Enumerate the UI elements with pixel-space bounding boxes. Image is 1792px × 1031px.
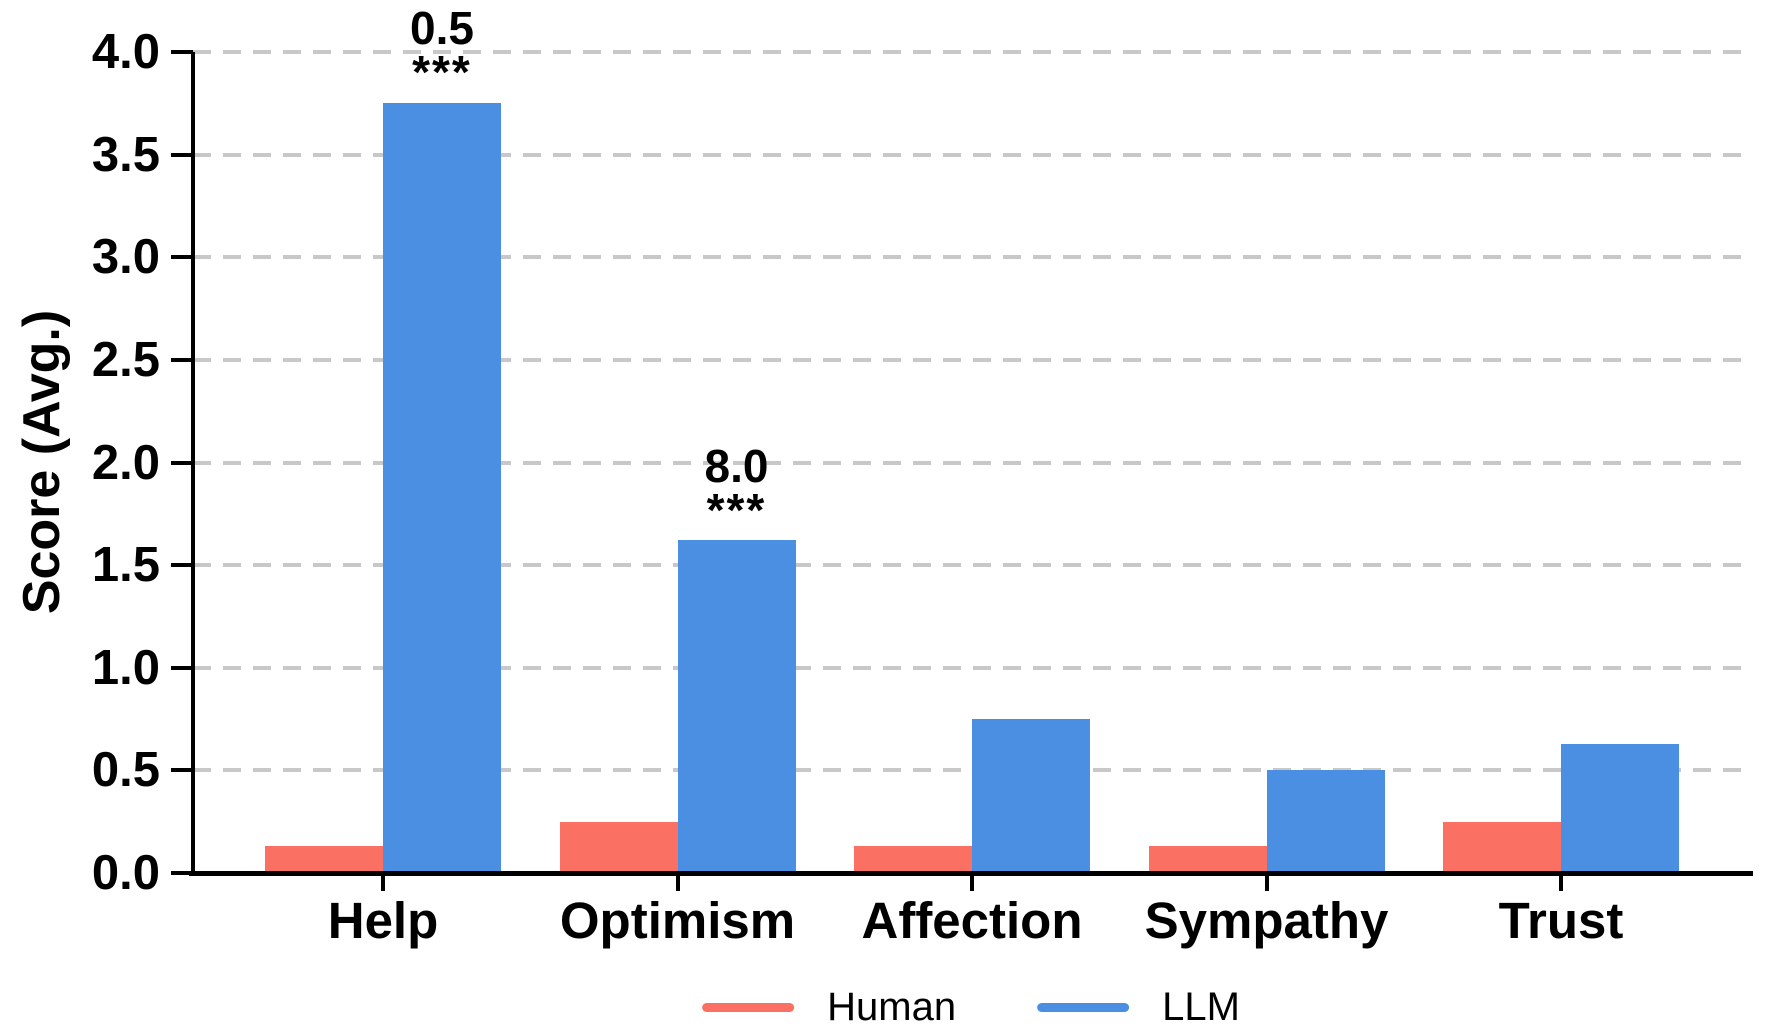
llm-bar-help [383,103,501,873]
human-series-swatch-icon [702,1002,795,1012]
significance-stars: *** [706,483,767,536]
llm-bar-trust [1561,743,1679,873]
legend-item-human: Human [702,985,956,1029]
y-axis-title: Score (Avg.) [13,309,71,615]
llm-series-swatch-icon [1037,1002,1130,1012]
y-tick-label: 3.5 [91,127,160,182]
annotation-optimism: 8.0 *** [704,439,769,536]
significance-stars: *** [412,46,472,99]
y-tick-mark [171,50,193,54]
x-tick-mark [675,876,680,891]
x-category-label-sympathy: Sympathy [1144,892,1389,949]
x-tick-mark [1264,876,1269,891]
human-bar-help [265,846,383,873]
y-gridline [193,460,1750,465]
y-gridline [193,563,1750,568]
llm-bar-optimism [677,540,796,873]
y-tick-mark [171,665,193,670]
legend-label-llm: LLM [1162,985,1240,1029]
human-bar-optimism [559,821,678,873]
annotation-value: 8.0 [704,439,769,492]
y-tick-label: 1.0 [91,640,160,695]
human-bar-affection [854,846,972,873]
human-bar-sympathy [1148,846,1267,873]
y-tick-mark [171,460,193,465]
x-category-label-affection: Affection [861,892,1083,949]
y-tick-mark [171,152,193,157]
annotation-help: 0.5 *** [410,2,474,99]
llm-bar-affection [972,719,1090,873]
y-axis-spine [191,52,195,873]
x-category-label-optimism: Optimism [559,892,796,949]
legend-item-llm: LLM [1037,985,1240,1029]
y-gridline [193,768,1750,773]
y-gridline [193,357,1750,362]
y-tick-mark [171,768,193,773]
y-tick-mark [171,871,193,875]
y-tick-mark [171,357,193,362]
annotation-value: 0.5 [410,2,474,55]
y-gridline [193,255,1750,260]
x-tick-mark [970,876,974,891]
x-axis-spine [189,871,1753,876]
x-tick-mark [381,876,385,891]
y-tick-label: 2.5 [91,332,160,387]
y-tick-label: 1.5 [91,538,160,593]
y-gridline [193,50,1750,54]
y-tick-label: 0.0 [91,846,160,900]
legend-label-human: Human [827,985,957,1029]
y-gridline [193,152,1750,157]
y-tick-label: 4.0 [91,25,160,79]
x-category-label-help: Help [327,892,439,949]
x-category-label-trust: Trust [1498,892,1624,949]
x-tick-mark [1559,876,1563,891]
y-tick-label: 0.5 [91,743,160,798]
human-bar-trust [1443,821,1561,873]
y-tick-mark [171,563,193,568]
legend: Human LLM [702,985,1240,1029]
y-gridline [193,665,1750,670]
y-tick-mark [171,255,193,260]
y-tick-label: 3.0 [91,230,160,285]
llm-bar-sympathy [1266,770,1385,873]
y-tick-label: 2.0 [91,435,160,490]
